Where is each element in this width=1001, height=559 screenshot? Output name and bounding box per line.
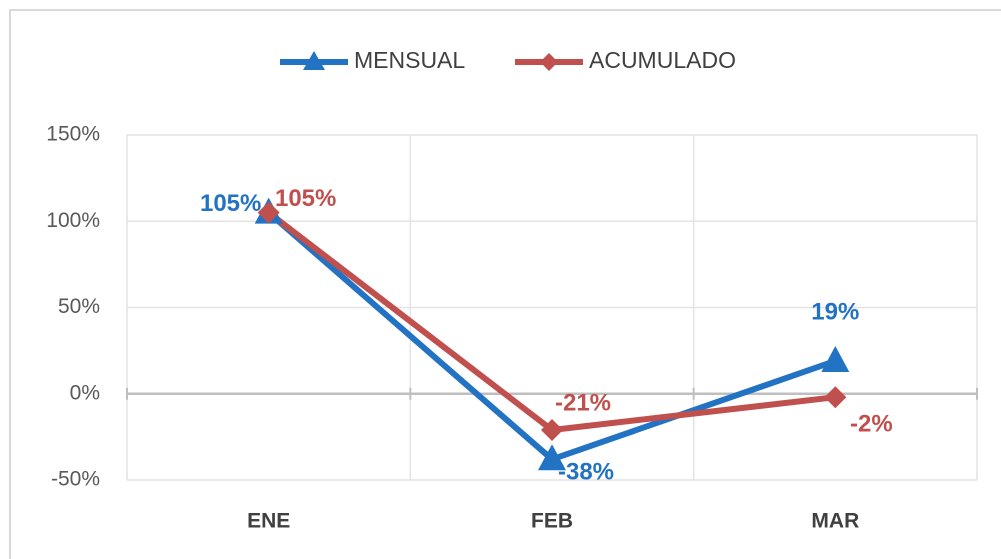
marker-diamond	[541, 418, 563, 441]
marker-diamond	[824, 386, 847, 409]
data-label: -2%	[850, 411, 893, 438]
data-label: -21%	[555, 389, 611, 416]
legend-marker	[540, 53, 558, 71]
legend-marker	[303, 51, 325, 70]
x-tick-label: FEB	[531, 510, 573, 533]
y-tick-label: 150%	[46, 123, 100, 146]
data-label: 105%	[275, 185, 336, 212]
chart-frame	[9, 9, 1001, 559]
data-label: -38%	[558, 459, 614, 486]
marker-diamond	[257, 201, 280, 224]
y-tick-label: 100%	[46, 209, 100, 232]
y-tick-label: -50%	[51, 468, 100, 491]
x-tick-label: MAR	[811, 510, 859, 533]
legend-label: ACUMULADO	[589, 47, 736, 73]
data-label: 105%	[200, 190, 261, 217]
x-tick-label: ENE	[247, 510, 290, 533]
y-tick-label: 50%	[58, 295, 100, 318]
marker-triangle	[538, 444, 566, 471]
data-label: 19%	[811, 298, 859, 325]
y-tick-label: 0%	[70, 381, 100, 404]
marker-triangle	[821, 345, 850, 372]
legend-label: MENSUAL	[354, 47, 465, 73]
